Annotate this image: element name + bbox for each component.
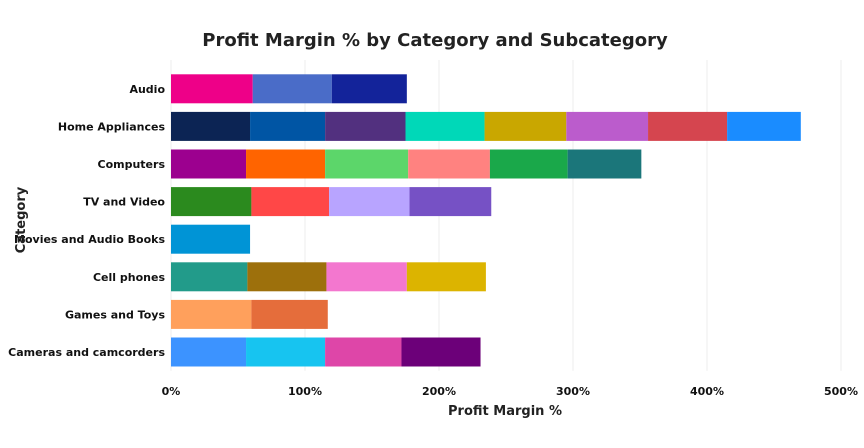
x-tick-label: 200%	[422, 385, 456, 398]
bar-segment[interactable]	[171, 74, 253, 104]
category-label: Computers	[98, 158, 166, 171]
bars	[171, 74, 801, 367]
bar-segment[interactable]	[331, 74, 407, 104]
bar-segment[interactable]	[171, 262, 248, 292]
category-label: Cell phones	[93, 271, 165, 284]
bar-segment[interactable]	[325, 337, 402, 367]
category-label: Cameras and camcorders	[8, 346, 165, 359]
bar-segment[interactable]	[171, 224, 251, 254]
bar-segment[interactable]	[171, 337, 247, 367]
category-label: Games and Toys	[65, 308, 165, 321]
bar-segment[interactable]	[408, 149, 490, 179]
category-label: TV and Video	[83, 196, 165, 209]
bar-segment[interactable]	[325, 149, 409, 179]
bar-segment[interactable]	[251, 187, 330, 217]
bar-segment[interactable]	[246, 337, 326, 367]
bar-segment[interactable]	[648, 111, 728, 141]
bar-segment[interactable]	[405, 111, 485, 141]
bar-segment[interactable]	[567, 149, 642, 179]
bar-segment[interactable]	[329, 187, 410, 217]
x-tick-label: 0%	[162, 385, 181, 398]
category-label: Movies and Audio Books	[14, 233, 165, 246]
bar-segment[interactable]	[250, 111, 326, 141]
bar-segment[interactable]	[326, 262, 407, 292]
category-labels: Audio Home Appliances Computers TV and Vide…	[8, 83, 165, 359]
x-tick-label: 100%	[288, 385, 322, 398]
bar-segment[interactable]	[171, 187, 252, 217]
bar-segment[interactable]	[171, 111, 251, 141]
bar-segment[interactable]	[251, 299, 328, 329]
bar-segment[interactable]	[406, 262, 486, 292]
x-tick-label: 400%	[690, 385, 724, 398]
bar-segment[interactable]	[325, 111, 406, 141]
bar-segment[interactable]	[247, 262, 327, 292]
x-tick-label: 300%	[556, 385, 590, 398]
bar-segment[interactable]	[566, 111, 649, 141]
x-tick-labels: 0% 100% 200% 300% 400% 500%	[162, 385, 858, 398]
bar-segment[interactable]	[489, 149, 568, 179]
x-tick-label: 500%	[824, 385, 858, 398]
y-axis-title: Category	[14, 186, 29, 253]
chart-title: Profit Margin % by Category and Subcateg…	[202, 30, 668, 51]
bar-segment[interactable]	[727, 111, 801, 141]
bar-segment[interactable]	[401, 337, 481, 367]
x-axis-title: Profit Margin %	[448, 404, 562, 419]
category-label: Home Appliances	[58, 120, 166, 133]
bar-segment[interactable]	[171, 299, 252, 329]
bar-segment[interactable]	[484, 111, 567, 141]
category-label: Audio	[129, 83, 165, 96]
bar-segment[interactable]	[252, 74, 332, 104]
bar-segment[interactable]	[246, 149, 326, 179]
bar-segment[interactable]	[409, 187, 492, 217]
bar-segment[interactable]	[171, 149, 247, 179]
